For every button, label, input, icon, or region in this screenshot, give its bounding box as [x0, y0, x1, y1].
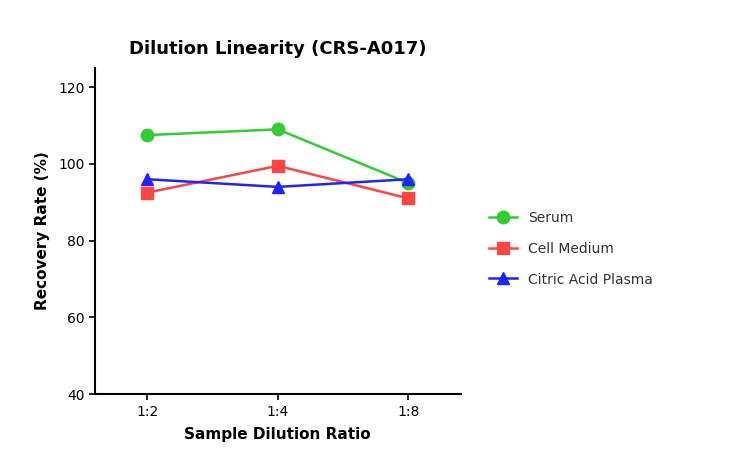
- Line: Serum: Serum: [141, 123, 414, 189]
- Y-axis label: Recovery Rate (%): Recovery Rate (%): [35, 152, 50, 310]
- Cell Medium: [143, 190, 151, 195]
- Cell Medium: [404, 196, 413, 201]
- Legend: Serum, Cell Medium, Citric Acid Plasma: Serum, Cell Medium, Citric Acid Plasma: [482, 205, 660, 294]
- Line: Cell Medium: Cell Medium: [141, 159, 414, 205]
- Serum: [273, 127, 282, 132]
- Citric Acid Plasma: [143, 177, 151, 182]
- Citric Acid Plasma: [404, 177, 413, 182]
- Line: Citric Acid Plasma: Citric Acid Plasma: [141, 173, 414, 193]
- X-axis label: Sample Dilution Ratio: Sample Dilution Ratio: [184, 427, 371, 442]
- Cell Medium: [273, 163, 282, 169]
- Citric Acid Plasma: [273, 184, 282, 190]
- Serum: [404, 180, 413, 186]
- Title: Dilution Linearity (CRS-A017): Dilution Linearity (CRS-A017): [129, 40, 426, 58]
- Serum: [143, 132, 151, 138]
